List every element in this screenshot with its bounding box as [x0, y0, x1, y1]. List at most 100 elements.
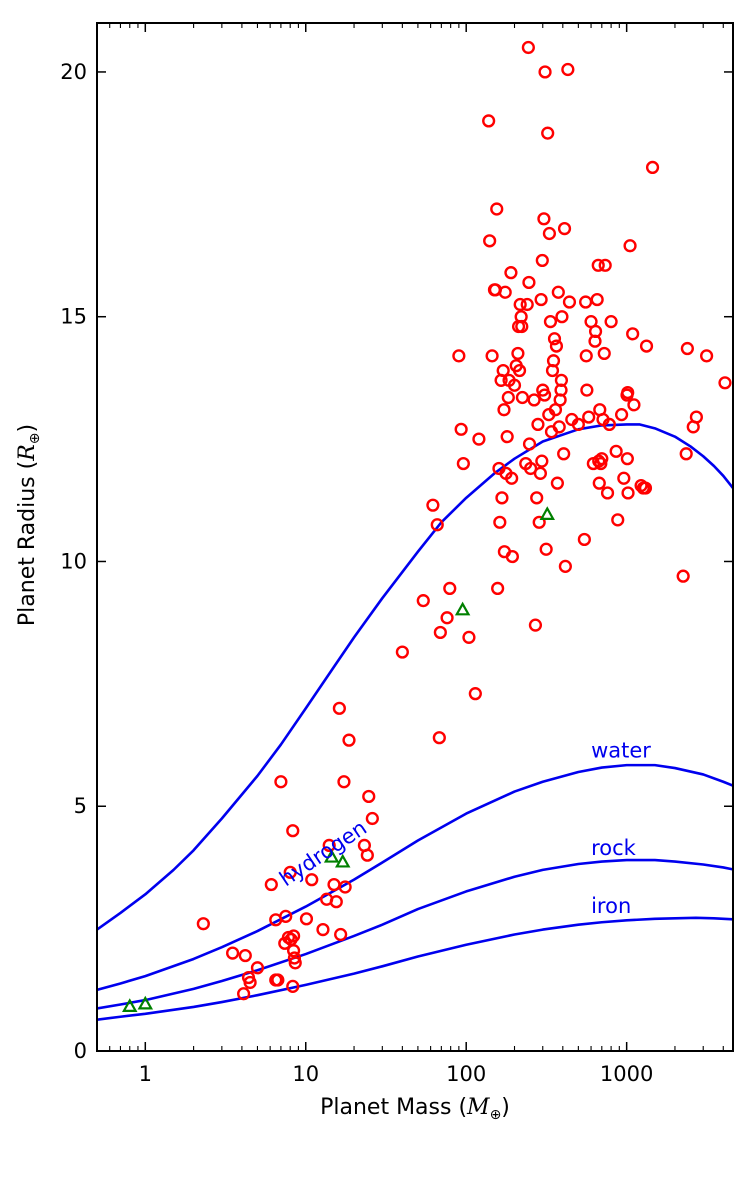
- circle-point: [579, 349, 593, 363]
- y-tick-label: 0: [74, 1039, 87, 1063]
- circle-point: [537, 212, 551, 226]
- circle-point: [472, 432, 486, 446]
- circle-point: [505, 471, 519, 485]
- circle-point: [468, 687, 482, 701]
- circle-point: [485, 349, 499, 363]
- circle-point: [538, 65, 552, 79]
- circle-point: [547, 332, 562, 346]
- circle-point: [528, 618, 543, 632]
- y-axis-label-prefix: Planet Radius (: [15, 461, 40, 626]
- circle-point: [550, 476, 564, 490]
- x-tick-label: 1: [139, 1062, 152, 1086]
- curve-label-iron: iron: [591, 894, 631, 918]
- circle-point: [501, 390, 515, 405]
- circle-point: [598, 258, 612, 272]
- circle-point: [452, 349, 466, 363]
- circle-point: [645, 160, 660, 175]
- circle-point: [535, 253, 549, 268]
- circle-point: [287, 951, 302, 965]
- circle-point: [305, 873, 319, 887]
- circle-point: [500, 430, 514, 444]
- circle-point: [243, 975, 257, 990]
- circle-point: [250, 961, 265, 975]
- circle-point: [539, 542, 553, 556]
- x-tick-label: 1000: [600, 1062, 653, 1086]
- y-axis-label-sub: ⊕: [27, 432, 43, 444]
- circle-point: [549, 339, 564, 353]
- circle-point: [542, 226, 557, 241]
- circle-point: [329, 895, 343, 909]
- circle-point: [600, 486, 615, 500]
- circle-point: [561, 62, 575, 77]
- circle-point: [552, 420, 566, 434]
- circle-point: [238, 948, 252, 963]
- y-axis-label-suffix: ): [15, 424, 40, 433]
- circle-point: [288, 956, 302, 970]
- x-tick-label: 100: [446, 1062, 486, 1086]
- circle-point: [604, 315, 618, 329]
- circle-point: [582, 410, 596, 424]
- circle-point: [679, 447, 693, 461]
- curve-rock: [97, 858, 733, 1010]
- circle-point: [287, 929, 301, 943]
- curve-water: [97, 763, 733, 992]
- y-tick-label: 10: [60, 549, 87, 573]
- circle-point: [316, 922, 330, 937]
- circle-point: [676, 569, 690, 583]
- circle-point: [551, 285, 565, 299]
- x-tick-label: 10: [292, 1062, 319, 1086]
- circle-point: [700, 349, 714, 363]
- circle-point: [623, 239, 637, 253]
- circle-point: [515, 390, 530, 405]
- circle-point: [611, 513, 625, 527]
- triangle-point: [334, 853, 351, 868]
- triangle-point: [539, 506, 555, 520]
- circle-point: [579, 295, 593, 309]
- circle-point: [535, 454, 549, 468]
- circle-point: [621, 486, 635, 500]
- circle-point: [512, 363, 527, 378]
- circle-point: [271, 973, 285, 987]
- circle-point: [462, 630, 476, 644]
- circle-point: [334, 927, 348, 942]
- circle-point: [430, 518, 444, 532]
- circle-point: [264, 877, 278, 892]
- circle-point: [522, 437, 537, 451]
- circle-point: [513, 297, 527, 312]
- curve-label-water: water: [591, 738, 651, 762]
- circle-point: [360, 848, 374, 862]
- circle-point: [337, 775, 351, 789]
- circle-point: [515, 319, 529, 334]
- circle-point: [283, 865, 297, 879]
- circle-point: [498, 285, 512, 299]
- circle-point: [530, 491, 544, 505]
- circle-point: [511, 346, 525, 361]
- circle-point: [580, 383, 594, 397]
- y-axis-label-symbol: R: [15, 444, 40, 462]
- circle-point: [554, 373, 569, 387]
- circle-point: [299, 912, 314, 926]
- circle-point: [626, 327, 640, 341]
- circle-point: [543, 315, 558, 329]
- circle-point: [522, 275, 536, 290]
- triangle-point: [122, 998, 138, 1012]
- circle-point: [590, 292, 604, 307]
- x-axis-label-prefix: Planet Mass (: [320, 1095, 467, 1120]
- circle-point: [507, 378, 522, 392]
- circle-point: [287, 944, 301, 958]
- circle-point: [322, 838, 336, 853]
- curves-layer: [97, 423, 733, 1021]
- y-tick-label: 5: [74, 794, 87, 818]
- circle-point: [274, 775, 288, 789]
- circle-point: [493, 515, 507, 529]
- circle-point: [689, 410, 703, 424]
- circle-point: [342, 733, 356, 747]
- circle-point: [627, 398, 641, 412]
- x-axis-label: Planet Mass (M⊕): [320, 1095, 510, 1123]
- circle-point: [680, 341, 694, 356]
- circle-point: [483, 234, 497, 248]
- circle-point: [226, 946, 240, 960]
- circle-point: [495, 491, 509, 505]
- circle-point: [527, 393, 541, 407]
- circle-point: [620, 452, 634, 466]
